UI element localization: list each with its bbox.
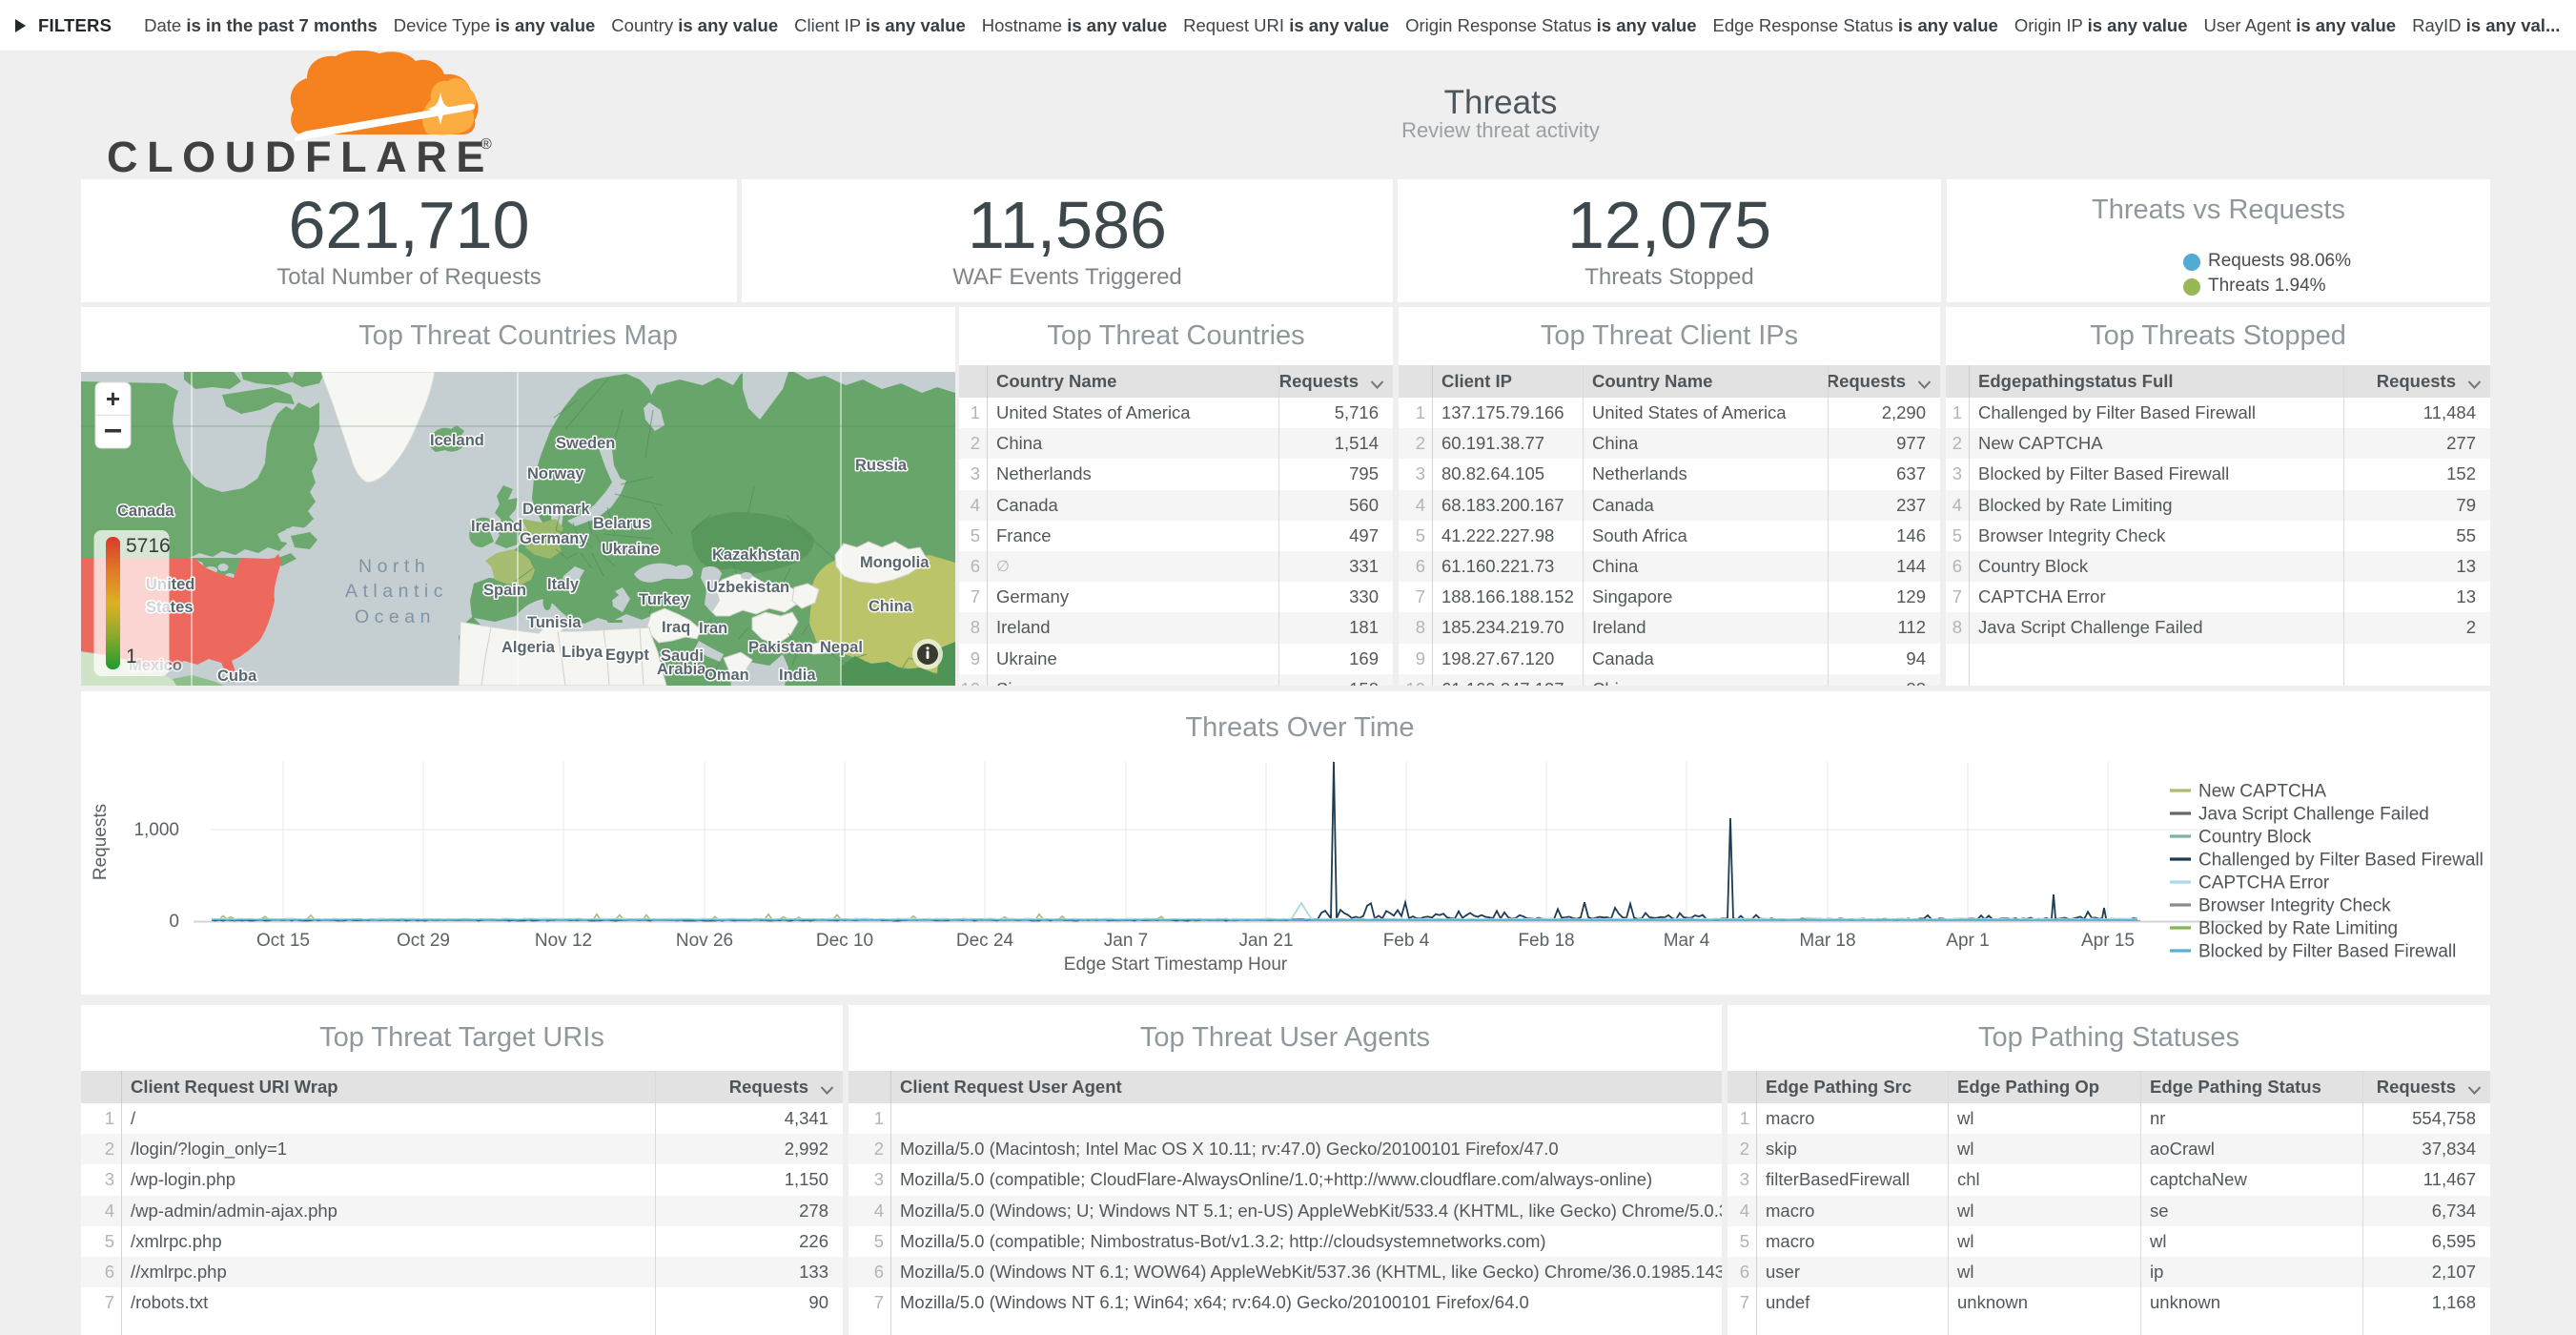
svg-text:Sweden: Sweden [556, 435, 615, 452]
svg-text:Mar 4: Mar 4 [1664, 931, 1710, 951]
svg-text:Country Block: Country Block [2198, 828, 2312, 848]
svg-text:Blocked by Rate Limiting: Blocked by Rate Limiting [2198, 919, 2398, 939]
svg-text:Challenged by Filter Based Fir: Challenged by Filter Based Firewall [2198, 851, 2484, 871]
svg-text:Arabia: Arabia [657, 661, 706, 678]
svg-text:Libya: Libya [562, 644, 603, 661]
svg-text:Browser Integrity Check: Browser Integrity Check [2198, 896, 2391, 916]
svg-text:Atlantic: Atlantic [345, 581, 448, 602]
svg-text:Canada: Canada [117, 503, 174, 520]
svg-text:Cuba: Cuba [217, 668, 257, 685]
svg-text:North: North [358, 556, 430, 577]
svg-text:Spain: Spain [483, 582, 526, 599]
svg-text:Apr 15: Apr 15 [2081, 931, 2135, 951]
svg-text:Belarus: Belarus [593, 515, 651, 532]
svg-text:1,000: 1,000 [133, 820, 179, 840]
svg-text:Ukraine: Ukraine [602, 541, 660, 558]
svg-text:Oct 29: Oct 29 [397, 931, 450, 951]
svg-text:New CAPTCHA: New CAPTCHA [2198, 782, 2326, 802]
svg-text:Ocean: Ocean [355, 606, 436, 627]
svg-text:Pakistan: Pakistan [748, 639, 813, 656]
svg-text:Denmark: Denmark [522, 501, 590, 518]
svg-text:Iraq: Iraq [662, 619, 690, 636]
svg-text:Russia: Russia [855, 457, 908, 474]
svg-text:®: ® [480, 136, 492, 153]
svg-text:Dec 10: Dec 10 [816, 931, 873, 951]
svg-text:Italy: Italy [547, 576, 580, 593]
svg-text:Iran: Iran [699, 620, 727, 637]
svg-text:Dec 24: Dec 24 [956, 931, 1014, 951]
svg-text:Mongolia: Mongolia [860, 554, 930, 571]
svg-text:Norway: Norway [527, 465, 584, 483]
svg-text:5716: 5716 [126, 535, 171, 557]
svg-text:Ireland: Ireland [471, 518, 522, 535]
svg-text:Feb 18: Feb 18 [1518, 931, 1574, 951]
svg-text:Edge Start Timestamp Hour: Edge Start Timestamp Hour [1064, 955, 1288, 975]
svg-text:0: 0 [169, 912, 179, 932]
svg-text:CLOUDFLARE: CLOUDFLARE [107, 133, 494, 176]
svg-text:Jan 7: Jan 7 [1104, 931, 1148, 951]
svg-text:Egypt: Egypt [605, 647, 649, 664]
svg-text:+: + [106, 384, 120, 413]
svg-text:Requests: Requests [91, 804, 111, 880]
svg-text:Tunisia: Tunisia [527, 614, 582, 631]
svg-text:Blocked by Filter Based Firewa: Blocked by Filter Based Firewall [2198, 942, 2456, 962]
svg-text:Saudi: Saudi [661, 647, 704, 665]
svg-text:Nov 26: Nov 26 [676, 931, 733, 951]
svg-text:India: India [779, 667, 816, 684]
svg-text:Nov 12: Nov 12 [535, 931, 592, 951]
svg-text:Apr 1: Apr 1 [1946, 931, 1989, 951]
svg-text:Java Script Challenge Failed: Java Script Challenge Failed [2198, 805, 2429, 825]
svg-text:Iceland: Iceland [430, 432, 484, 449]
svg-text:Germany: Germany [520, 530, 588, 547]
svg-text:China: China [869, 598, 913, 615]
svg-text:1: 1 [126, 646, 137, 668]
svg-text:Oman: Oman [705, 667, 749, 684]
svg-text:CAPTCHA Error: CAPTCHA Error [2198, 873, 2330, 893]
svg-text:Mar 18: Mar 18 [1799, 931, 1855, 951]
svg-text:Nepal: Nepal [820, 639, 863, 656]
svg-text:Oct 15: Oct 15 [256, 931, 310, 951]
svg-text:Turkey: Turkey [639, 591, 690, 608]
svg-text:Jan 21: Jan 21 [1238, 931, 1293, 951]
svg-text:Uzbekistan: Uzbekistan [706, 579, 789, 596]
svg-text:Feb 4: Feb 4 [1383, 931, 1430, 951]
svg-text:Kazakhstan: Kazakhstan [712, 546, 800, 564]
svg-text:Algeria: Algeria [501, 639, 556, 656]
